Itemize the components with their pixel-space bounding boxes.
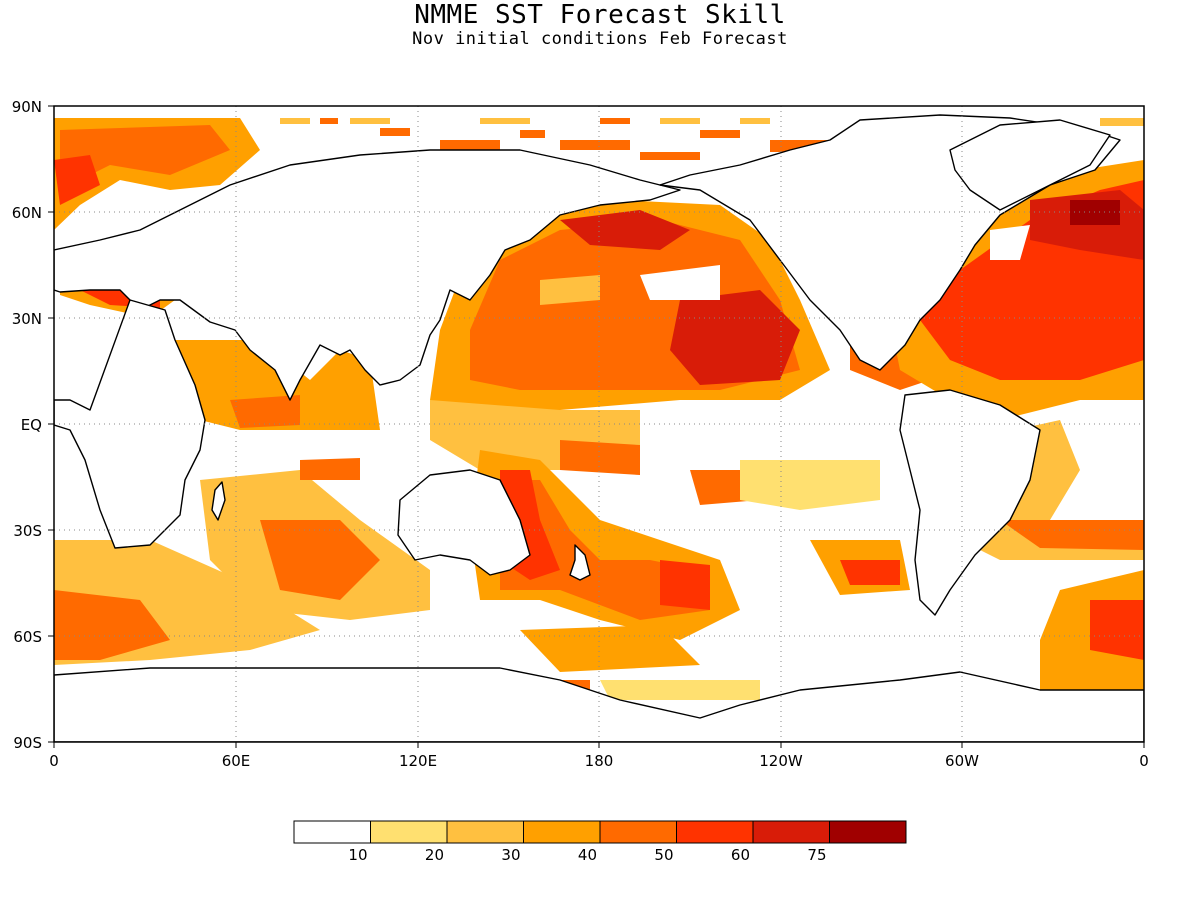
colorbar-swatch (293, 820, 371, 844)
lat-label: 90S (13, 734, 42, 752)
lon-label: 60E (222, 752, 251, 770)
coastlines (54, 114, 1144, 742)
colorbar-tick-label: 75 (807, 846, 826, 864)
colorbar-swatch (370, 820, 448, 844)
lon-label: 120E (399, 752, 437, 770)
colorbar-swatch (446, 820, 524, 844)
colorbar: 10 20 30 40 50 60 75 (293, 820, 907, 864)
skill-shading (54, 118, 1144, 700)
axis-ticks (48, 105, 1145, 748)
colorbar-swatch (676, 820, 754, 844)
colorbar-swatch (752, 820, 830, 844)
lon-label: 0 (1139, 752, 1149, 770)
lon-label: 60W (945, 752, 979, 770)
colorbar-tick-label: 40 (578, 846, 597, 864)
colorbar-swatch (599, 820, 677, 844)
lon-label: 180 (585, 752, 614, 770)
lon-label: 120W (759, 752, 803, 770)
lon-label: 0 (49, 752, 59, 770)
colorbar-tick-label: 60 (731, 846, 750, 864)
lat-label: 90N (12, 98, 42, 116)
colorbar-tick-label: 50 (654, 846, 673, 864)
map-subtitle: Nov initial conditions Feb Forecast (412, 29, 788, 49)
lat-label: 60N (12, 204, 42, 222)
colorbar-tick-label: 20 (425, 846, 444, 864)
colorbar-swatch (829, 820, 907, 844)
colorbar-swatch (523, 820, 601, 844)
map-title: NMME SST Forecast Skill (414, 0, 786, 30)
lat-label: 30N (12, 310, 42, 328)
colorbar-tick-label: 30 (501, 846, 520, 864)
map-gridlines (54, 106, 1144, 742)
lat-label: 30S (13, 522, 42, 540)
lat-label: EQ (21, 416, 42, 434)
colorbar-tick-label: 10 (348, 846, 367, 864)
lat-label: 60S (13, 628, 42, 646)
